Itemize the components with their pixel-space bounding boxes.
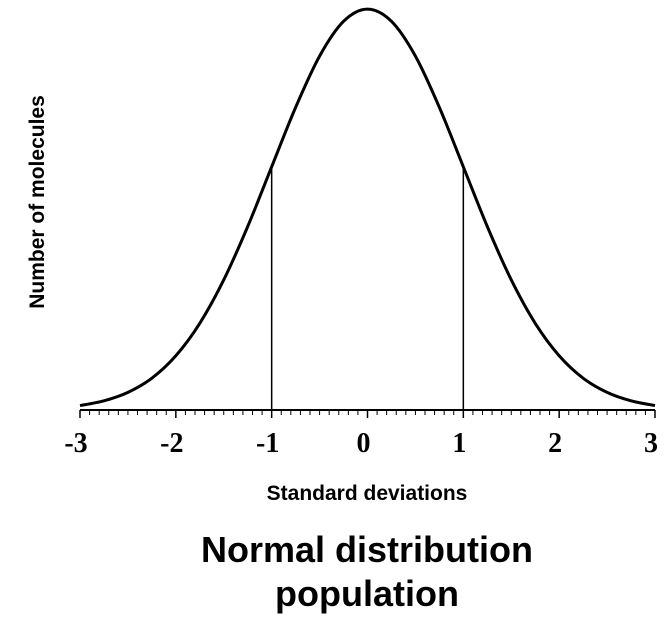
x-tick-label: 0 — [357, 428, 371, 459]
chart-title: Normal distribution population — [201, 529, 533, 614]
y-axis-label: Number of molecules — [26, 95, 49, 309]
x-tick-label: -1 — [256, 428, 279, 459]
x-tick-label: 1 — [452, 428, 466, 459]
x-tick-label: 2 — [548, 428, 562, 459]
x-tick-label: -3 — [64, 428, 87, 459]
x-axis-label: Standard deviations — [267, 482, 468, 505]
x-tick-label: 3 — [644, 428, 658, 459]
curve — [79, 7, 656, 408]
x-tick-label: -2 — [160, 428, 183, 459]
